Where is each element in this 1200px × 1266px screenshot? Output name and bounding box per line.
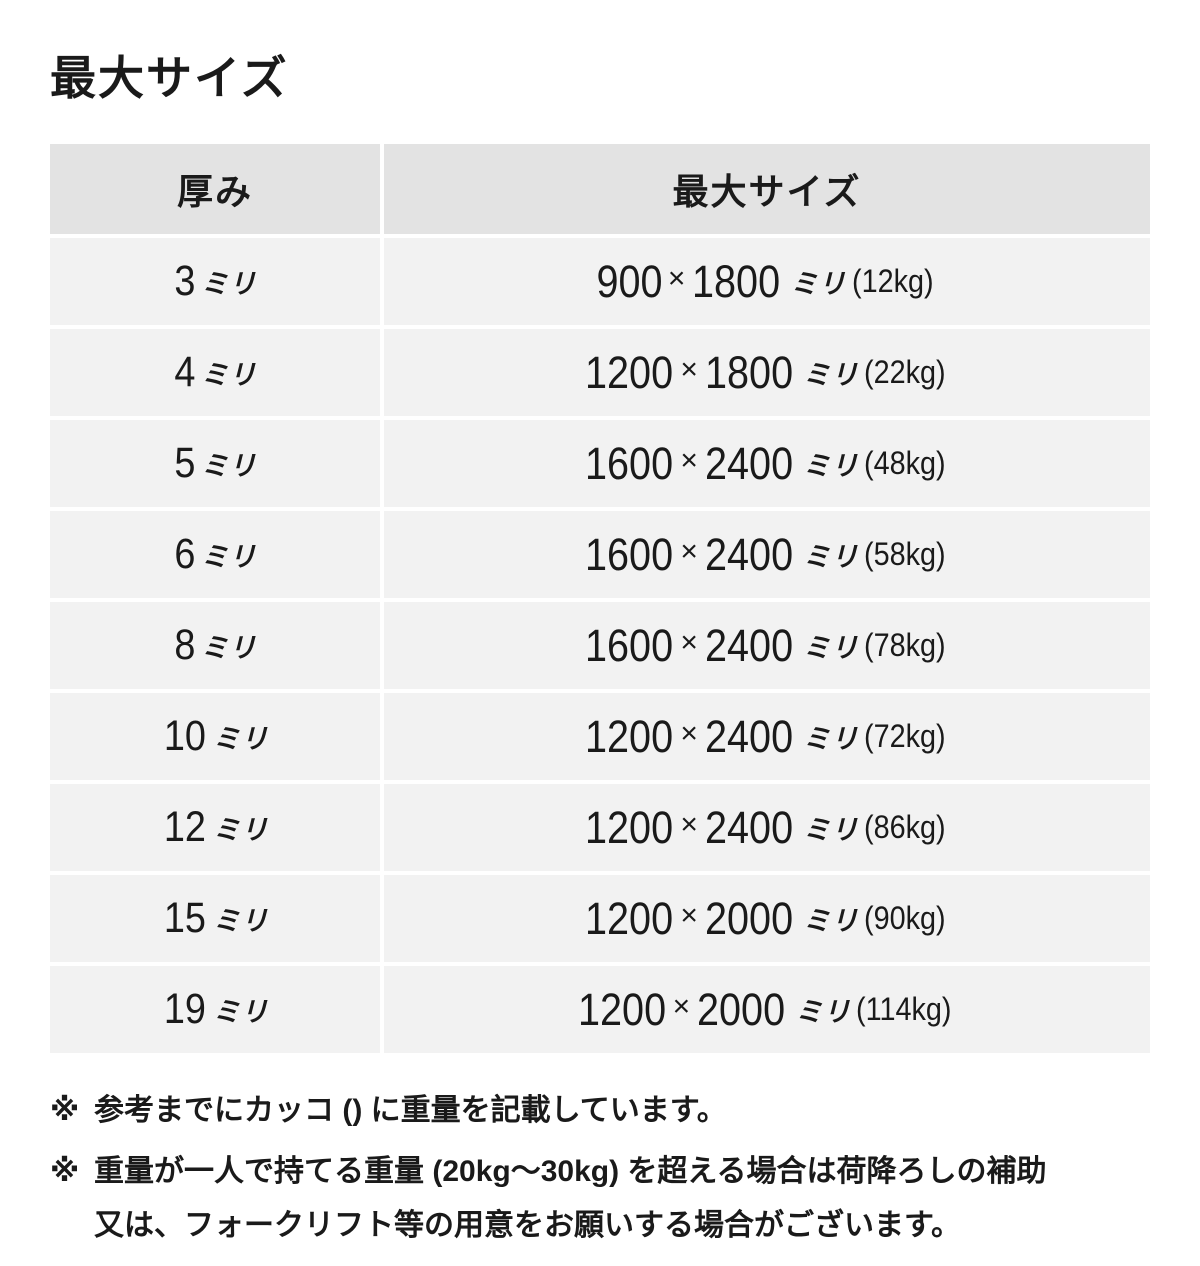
note-item: ※ 重量が一人で持てる重量 (20kg～30kg) を超える場合は荷降ろしの補助… [50, 1152, 1160, 1261]
size-cell: 1600 × 2400 ミリ (58kg) [384, 511, 1150, 598]
thickness-unit: ミリ [212, 724, 269, 754]
note-item: ※ 参考までにカッコ () に重量を記載しています。 [50, 1091, 1160, 1132]
weight-value: (72kg) [864, 718, 946, 754]
thickness-cell: 3 ミリ [50, 238, 380, 325]
thickness-value: 15 [163, 894, 207, 942]
size-height: 2400 [704, 801, 794, 853]
note-marker: ※ [50, 1094, 80, 1127]
thickness-unit: ミリ [212, 815, 269, 845]
note-text-line: 重量が一人で持てる重量 (20kg～30kg) を超える場合は荷降ろしの補助 [94, 1154, 1047, 1188]
size-width: 1200 [585, 710, 674, 762]
times-symbol: × [680, 443, 698, 477]
page-title: 最大サイズ [50, 52, 289, 104]
table-header-max-size: 最大サイズ [384, 144, 1150, 234]
size-width: 1200 [585, 892, 674, 944]
times-symbol: × [680, 352, 698, 386]
size-height: 1800 [692, 255, 781, 307]
size-cell: 1200 × 2000 ミリ (114kg) [384, 966, 1150, 1053]
size-cell: 1200 × 2400 ミリ (86kg) [384, 784, 1150, 871]
thickness-value: 8 [174, 621, 196, 669]
thickness-unit: ミリ [200, 360, 257, 390]
thickness-unit: ミリ [200, 269, 257, 299]
size-unit: ミリ [790, 269, 847, 299]
size-unit: ミリ [803, 724, 860, 754]
size-cell: 900 × 1800 ミリ (12kg) [384, 238, 1150, 325]
size-unit: ミリ [803, 360, 860, 390]
size-unit: ミリ [803, 542, 860, 572]
thickness-cell: 8 ミリ [50, 602, 380, 689]
thickness-cell: 5 ミリ [50, 420, 380, 507]
thickness-cell: 10 ミリ [50, 693, 380, 780]
thickness-value: 19 [163, 985, 207, 1033]
thickness-cell: 15 ミリ [50, 875, 380, 962]
size-height: 2000 [697, 983, 786, 1035]
size-cell: 1200 × 2400 ミリ (72kg) [384, 693, 1150, 780]
thickness-value: 4 [174, 348, 196, 396]
note-text-line: 又は、フォークリフト等の用意をお願いする場合がございます。 [94, 1209, 961, 1242]
size-height: 2400 [704, 619, 794, 671]
note-text: 重量が一人で持てる重量 (20kg～30kg) を超える場合は荷降ろしの補助 又… [94, 1152, 1160, 1261]
times-symbol: × [680, 898, 698, 932]
thickness-value: 12 [163, 803, 207, 851]
weight-value: (114kg) [856, 991, 952, 1027]
thickness-cell: 4 ミリ [50, 329, 380, 416]
thickness-unit: ミリ [200, 633, 257, 663]
thickness-cell: 6 ミリ [50, 511, 380, 598]
times-symbol: × [680, 807, 698, 841]
thickness-unit: ミリ [212, 906, 269, 936]
size-height: 2400 [704, 528, 794, 580]
size-unit: ミリ [803, 815, 860, 845]
note-text: 参考までにカッコ () に重量を記載しています。 [94, 1094, 727, 1127]
size-unit: ミリ [803, 451, 860, 481]
note-marker: ※ [50, 1154, 80, 1188]
thickness-value: 5 [174, 439, 196, 487]
weight-value: (48kg) [864, 445, 946, 481]
size-table: 厚み 最大サイズ 3 ミリ 900 × 1800 ミリ (12kg) 4 ミリ 1200 × 1… [50, 144, 1150, 1053]
size-width: 1200 [577, 983, 666, 1035]
size-width: 1200 [585, 346, 674, 398]
size-height: 2400 [704, 710, 794, 762]
footnotes: ※ 参考までにカッコ () に重量を記載しています。 ※ 重量が一人で持てる重量… [50, 1091, 1160, 1261]
thickness-unit: ミリ [212, 997, 269, 1027]
thickness-unit: ミリ [200, 451, 257, 481]
thickness-value: 10 [163, 712, 207, 760]
weight-value: (86kg) [864, 809, 946, 845]
size-width: 1600 [585, 528, 674, 580]
times-symbol: × [680, 534, 698, 568]
size-cell: 1200 × 1800 ミリ (22kg) [384, 329, 1150, 416]
weight-value: (12kg) [851, 263, 934, 299]
size-width: 1200 [585, 801, 674, 853]
size-width: 1600 [585, 437, 674, 489]
thickness-unit: ミリ [200, 542, 257, 572]
size-cell: 1200 × 2000 ミリ (90kg) [384, 875, 1150, 962]
times-symbol: × [672, 989, 691, 1023]
size-unit: ミリ [803, 633, 860, 663]
size-cell: 1600 × 2400 ミリ (48kg) [384, 420, 1150, 507]
thickness-cell: 19 ミリ [50, 966, 380, 1053]
weight-value: (78kg) [864, 627, 946, 663]
size-height: 2000 [704, 892, 794, 944]
size-cell: 1600 × 2400 ミリ (78kg) [384, 602, 1150, 689]
table-header-thickness: 厚み [50, 144, 380, 234]
times-symbol: × [680, 625, 698, 659]
weight-value: (22kg) [864, 354, 946, 390]
size-width: 900 [596, 255, 663, 307]
weight-value: (90kg) [864, 900, 946, 936]
thickness-value: 6 [174, 530, 196, 578]
size-height: 2400 [704, 437, 794, 489]
thickness-value: 3 [174, 257, 196, 305]
size-unit: ミリ [795, 997, 852, 1027]
size-unit: ミリ [803, 906, 860, 936]
thickness-cell: 12 ミリ [50, 784, 380, 871]
size-width: 1600 [585, 619, 674, 671]
times-symbol: × [680, 716, 698, 750]
times-symbol: × [667, 261, 686, 295]
size-height: 1800 [704, 346, 794, 398]
weight-value: (58kg) [864, 536, 946, 572]
